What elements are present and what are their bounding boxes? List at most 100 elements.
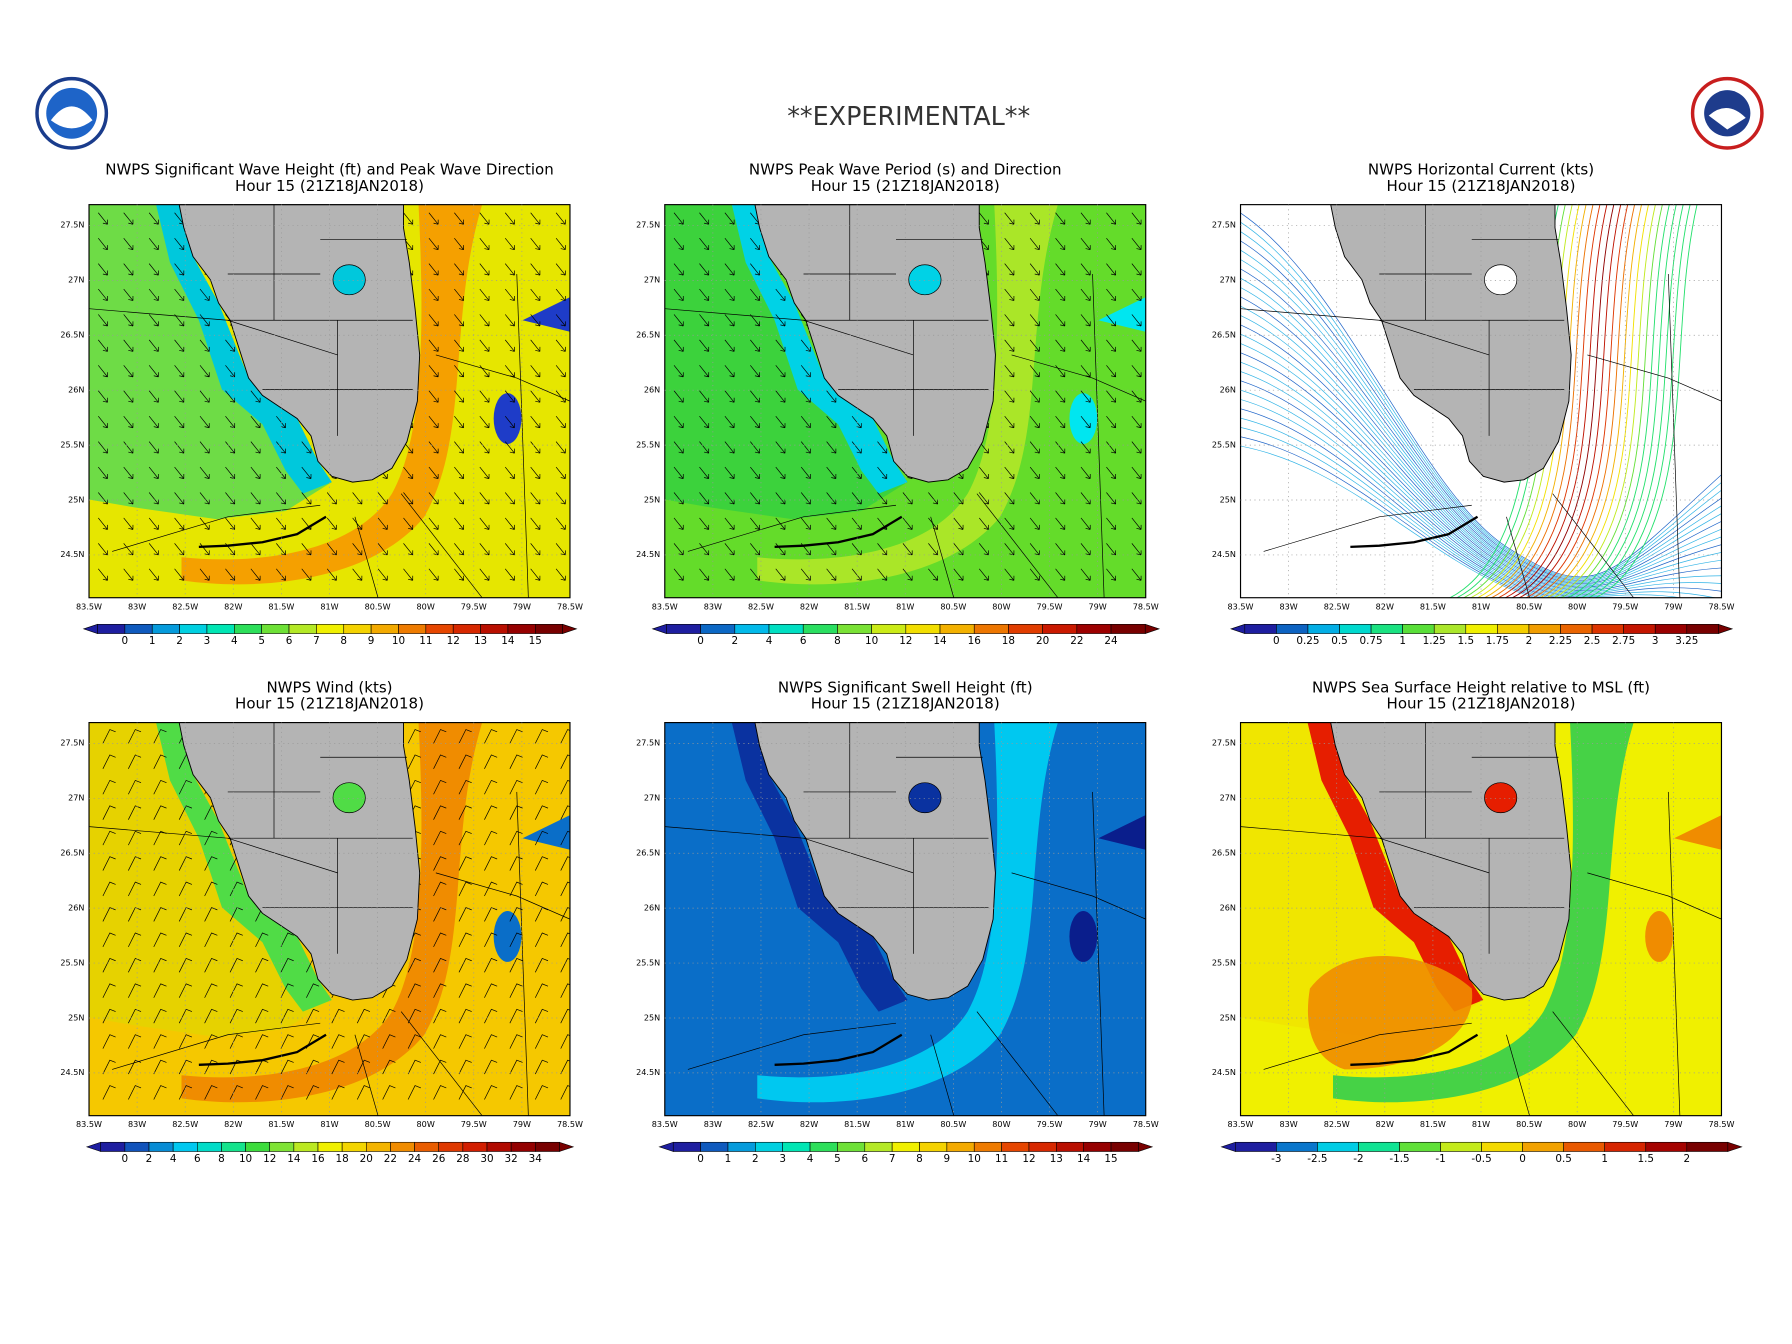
vector-glyph xyxy=(699,339,710,352)
vector-glyph xyxy=(454,568,464,581)
vector-glyph xyxy=(204,881,218,897)
vector-glyph xyxy=(458,805,472,820)
vector-glyph xyxy=(148,466,159,479)
vector-glyph xyxy=(555,339,566,352)
colorbar-bin xyxy=(1370,624,1403,634)
lat-label: 24.5N xyxy=(636,1067,660,1077)
vector-glyph xyxy=(534,754,549,769)
vector-glyph xyxy=(673,237,684,251)
zone-line xyxy=(435,354,570,402)
vector-glyph xyxy=(673,263,684,276)
vector-glyph xyxy=(534,1034,549,1049)
vector-glyph xyxy=(250,390,261,403)
colorbar-bin xyxy=(1686,1141,1729,1152)
colorbar-tick-label: 2 xyxy=(1683,1153,1690,1165)
vector-glyph xyxy=(428,212,439,225)
vector-glyph xyxy=(153,932,167,948)
vector-glyph xyxy=(174,466,185,479)
vector-glyph xyxy=(560,779,570,795)
vector-glyph xyxy=(204,830,218,846)
vector-glyph xyxy=(199,441,210,454)
vector-glyph xyxy=(382,1085,396,1100)
colorbar-bin xyxy=(343,624,372,634)
lon-label: 83W xyxy=(1279,601,1297,611)
vector-glyph xyxy=(555,517,566,530)
vector-glyph xyxy=(178,957,193,973)
vector-glyph xyxy=(1080,263,1091,276)
vector-glyph xyxy=(454,314,464,327)
vector-glyph xyxy=(1055,517,1066,530)
vector-glyph xyxy=(534,1059,549,1075)
vector-glyph xyxy=(1004,466,1015,479)
colorbar-tick-label: 5 xyxy=(834,1153,841,1165)
zone-line xyxy=(1552,493,1634,598)
vector-glyph xyxy=(1131,517,1142,530)
colorbar-tick-label: 0 xyxy=(1519,1153,1526,1165)
colorbar-tick-label: 10 xyxy=(968,1153,981,1165)
zone-line xyxy=(976,1011,1059,1116)
colorbar-bin xyxy=(1001,1141,1030,1152)
patch xyxy=(1645,911,1673,962)
colorbar-tick-label: 20 xyxy=(360,1153,373,1165)
streamline xyxy=(1573,204,1677,598)
vector-glyph xyxy=(724,441,735,454)
vector-glyph xyxy=(560,856,570,871)
vector-glyph xyxy=(826,390,837,403)
vector-glyph xyxy=(454,288,464,301)
zone-line xyxy=(664,826,914,874)
vector-glyph xyxy=(178,1085,193,1100)
vector-glyph xyxy=(775,466,786,479)
vector-glyph xyxy=(724,466,735,479)
lon-label: 79.5W xyxy=(461,601,487,611)
vector-glyph xyxy=(102,779,116,795)
lon-label: 82W xyxy=(800,1119,818,1129)
vector-glyph xyxy=(454,339,464,352)
vector-glyph xyxy=(98,517,108,530)
vector-glyph xyxy=(750,288,760,301)
vector-glyph xyxy=(174,263,185,276)
vector-glyph xyxy=(484,805,498,820)
vector-glyph xyxy=(123,466,134,479)
vector-glyph xyxy=(953,543,964,556)
vector-glyph xyxy=(153,805,167,820)
colorbar-tick-label: 7 xyxy=(889,1153,896,1165)
zone-line xyxy=(1587,872,1722,920)
colorbar-bin xyxy=(700,624,736,634)
vector-glyph xyxy=(560,881,570,897)
map-field xyxy=(89,722,570,1116)
zone-line xyxy=(516,273,529,598)
vector-glyph xyxy=(750,365,760,378)
map-frame xyxy=(1239,722,1723,1117)
streamline xyxy=(1240,296,1722,588)
vector-glyph xyxy=(479,441,490,454)
vector-glyph xyxy=(306,1008,320,1024)
vector-glyph xyxy=(153,729,167,744)
colorbar-bin xyxy=(1481,1141,1523,1152)
streamline xyxy=(1240,399,1565,598)
vector-glyph xyxy=(204,856,218,871)
colorbar-bin xyxy=(390,1141,415,1152)
vector-glyph xyxy=(454,415,464,429)
lon-label: 82.5W xyxy=(1324,601,1350,611)
streamline xyxy=(1240,240,1722,581)
colorbar-bin xyxy=(370,624,399,634)
vector-glyph xyxy=(560,805,570,820)
vector-glyph xyxy=(102,907,116,922)
vector-glyph xyxy=(331,1008,345,1024)
vector-glyph xyxy=(174,543,185,556)
colorbar-end xyxy=(1727,1141,1743,1152)
vector-glyph xyxy=(148,568,159,581)
colorbar-bin xyxy=(1440,1141,1482,1152)
vector-glyph xyxy=(877,568,888,581)
lon-label: 80W xyxy=(992,601,1010,611)
vector-glyph xyxy=(1106,365,1117,378)
lon-label: 81.5W xyxy=(1420,601,1446,611)
colorbar-bin xyxy=(1560,624,1593,634)
vector-glyph xyxy=(978,543,989,556)
vector-glyph xyxy=(1055,441,1066,454)
vector-glyph xyxy=(555,365,566,378)
colorbar-bin xyxy=(480,624,509,634)
colorbar-bin xyxy=(1402,624,1435,634)
vector-glyph xyxy=(560,932,570,948)
vector-glyph xyxy=(902,543,913,556)
